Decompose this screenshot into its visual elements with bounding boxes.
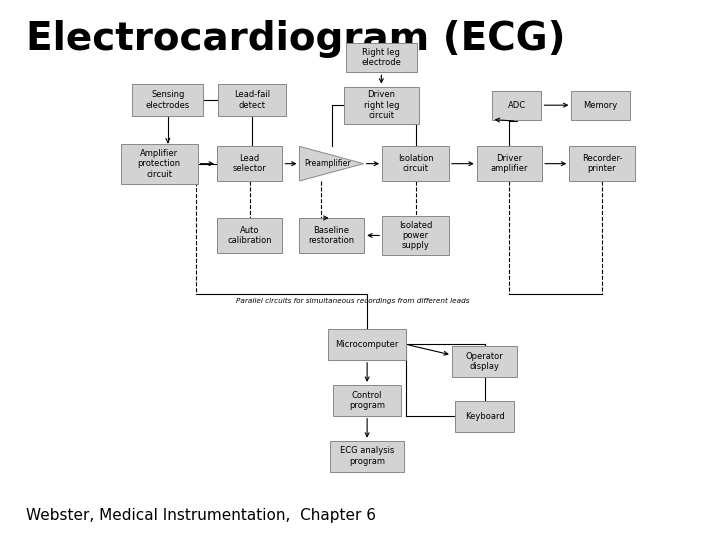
Text: Lead
selector: Lead selector: [233, 154, 266, 173]
Text: Control
program: Control program: [349, 390, 385, 410]
FancyBboxPatch shape: [217, 218, 282, 253]
Text: Memory: Memory: [583, 100, 618, 110]
Text: ADC: ADC: [508, 100, 526, 110]
FancyArrowPatch shape: [365, 418, 369, 437]
Text: Webster, Medical Instrumentation,  Chapter 6: Webster, Medical Instrumentation, Chapte…: [25, 508, 376, 523]
FancyBboxPatch shape: [217, 146, 282, 181]
FancyArrowPatch shape: [545, 161, 565, 166]
FancyArrowPatch shape: [409, 345, 448, 355]
Text: Auto
calibration: Auto calibration: [228, 226, 272, 245]
FancyBboxPatch shape: [218, 84, 286, 116]
Text: Isolation
circuit: Isolation circuit: [397, 154, 433, 173]
Polygon shape: [300, 146, 364, 181]
FancyBboxPatch shape: [455, 401, 513, 431]
FancyBboxPatch shape: [333, 385, 401, 416]
Text: Isolated
power
supply: Isolated power supply: [399, 220, 432, 251]
FancyBboxPatch shape: [572, 91, 630, 120]
FancyArrowPatch shape: [369, 233, 379, 238]
FancyBboxPatch shape: [344, 86, 419, 124]
FancyBboxPatch shape: [328, 329, 406, 360]
Text: Lead-fail
detect: Lead-fail detect: [234, 90, 270, 110]
Text: Driver
amplifier: Driver amplifier: [491, 154, 528, 173]
FancyArrowPatch shape: [201, 161, 213, 166]
Text: Keyboard: Keyboard: [464, 411, 505, 421]
FancyBboxPatch shape: [299, 218, 364, 253]
FancyBboxPatch shape: [452, 346, 517, 377]
Text: Sensing
electrodes: Sensing electrodes: [145, 90, 190, 110]
FancyBboxPatch shape: [382, 215, 449, 255]
Text: Operator
display: Operator display: [466, 352, 503, 371]
FancyArrowPatch shape: [323, 216, 328, 220]
FancyBboxPatch shape: [346, 43, 417, 72]
FancyBboxPatch shape: [492, 91, 541, 120]
Text: Electrocardiogram (ECG): Electrocardiogram (ECG): [25, 20, 565, 58]
FancyArrowPatch shape: [166, 138, 170, 143]
FancyArrowPatch shape: [495, 118, 514, 122]
FancyArrowPatch shape: [366, 161, 378, 166]
FancyBboxPatch shape: [477, 146, 542, 181]
Text: Preamplifier: Preamplifier: [305, 159, 351, 168]
FancyBboxPatch shape: [570, 146, 635, 181]
FancyArrowPatch shape: [379, 75, 383, 83]
FancyBboxPatch shape: [121, 144, 198, 184]
Text: ECG analysis
program: ECG analysis program: [340, 447, 395, 466]
Text: Microcomputer: Microcomputer: [336, 340, 399, 349]
FancyArrowPatch shape: [544, 103, 567, 107]
Text: Parallel circuits for simultaneous recordings from different leads: Parallel circuits for simultaneous recor…: [236, 298, 469, 304]
FancyBboxPatch shape: [382, 146, 449, 181]
Text: Driven
right leg
circuit: Driven right leg circuit: [364, 90, 399, 120]
Text: Amplifier
protection
circuit: Amplifier protection circuit: [138, 148, 181, 179]
FancyArrowPatch shape: [365, 363, 369, 381]
FancyBboxPatch shape: [132, 84, 204, 116]
FancyArrowPatch shape: [451, 161, 473, 166]
FancyBboxPatch shape: [330, 441, 405, 471]
Text: Recorder-
printer: Recorder- printer: [582, 154, 622, 173]
FancyArrowPatch shape: [285, 161, 295, 166]
Text: Baseline
restoration: Baseline restoration: [308, 226, 354, 245]
Text: Right leg
electrode: Right leg electrode: [361, 48, 401, 67]
